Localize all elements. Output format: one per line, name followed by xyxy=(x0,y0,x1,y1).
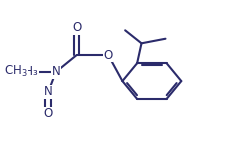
Text: O: O xyxy=(43,108,53,120)
Text: N: N xyxy=(44,85,52,98)
Text: CH$_3$: CH$_3$ xyxy=(4,64,27,79)
Text: O: O xyxy=(72,21,81,34)
Text: O: O xyxy=(103,49,112,62)
Text: N: N xyxy=(51,65,60,78)
Text: CH₃: CH₃ xyxy=(17,65,38,78)
